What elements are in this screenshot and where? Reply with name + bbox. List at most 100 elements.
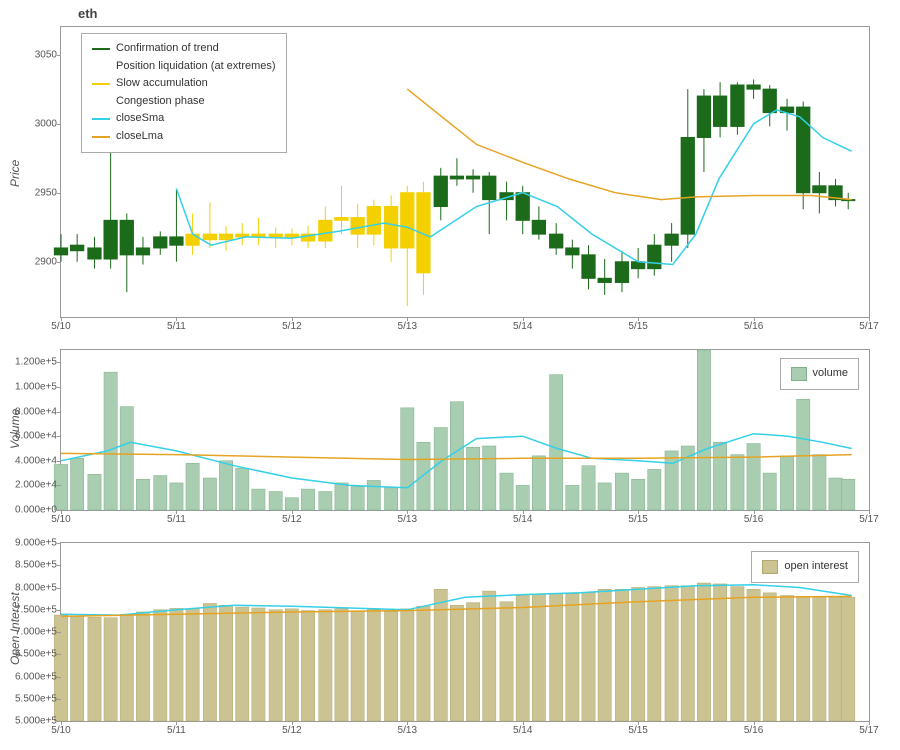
y-tick-label: 2.000e+4 bbox=[15, 480, 57, 491]
volume-bar bbox=[648, 469, 661, 510]
volume-bar bbox=[104, 372, 117, 510]
candle bbox=[203, 234, 216, 240]
oi-bar bbox=[681, 586, 694, 721]
x-tick-label: 5/13 bbox=[398, 321, 417, 332]
candle bbox=[88, 248, 101, 259]
legend-label: Slow accumulation bbox=[116, 75, 208, 93]
volume-bar bbox=[550, 375, 563, 510]
volume-bar bbox=[780, 456, 793, 510]
oi-bar bbox=[186, 609, 199, 721]
candle bbox=[319, 220, 332, 241]
volume-bar bbox=[763, 473, 776, 510]
candle bbox=[466, 176, 479, 179]
oi-bar bbox=[285, 609, 298, 721]
legend-label: Congestion phase bbox=[116, 93, 205, 111]
volume-bar bbox=[466, 447, 479, 510]
close-lma-line bbox=[407, 89, 851, 200]
oi-bar bbox=[269, 610, 282, 721]
volume-bar bbox=[632, 479, 645, 510]
oi-bar bbox=[483, 591, 496, 721]
x-tick-label: 5/15 bbox=[628, 514, 647, 525]
candle bbox=[550, 234, 563, 248]
x-tick-label: 5/12 bbox=[282, 514, 301, 525]
oi-bar bbox=[401, 609, 414, 721]
volume-bar bbox=[319, 492, 332, 510]
y-tick-label: 4.000e+4 bbox=[15, 455, 57, 466]
candle bbox=[136, 248, 149, 255]
oi-bar bbox=[417, 606, 430, 721]
oi-bar bbox=[367, 610, 380, 721]
oi-bar bbox=[797, 596, 810, 721]
candle bbox=[566, 248, 579, 255]
volume-bar bbox=[335, 483, 348, 510]
oi-bar bbox=[203, 604, 216, 721]
candle bbox=[154, 237, 167, 248]
candle bbox=[731, 85, 744, 126]
oi-bar bbox=[697, 583, 710, 721]
y-tick-label: 5.500e+5 bbox=[15, 693, 57, 704]
oi-bar bbox=[842, 597, 855, 721]
candle bbox=[54, 248, 67, 255]
oi-bar bbox=[550, 594, 563, 721]
y-tick-label: 2950 bbox=[35, 187, 57, 198]
volume-bar bbox=[236, 468, 249, 510]
volume-bar bbox=[582, 466, 595, 510]
y-tick-label: 3050 bbox=[35, 49, 57, 60]
candle bbox=[120, 220, 133, 255]
oi-bar bbox=[136, 612, 149, 721]
y-tick-label: 9.000e+5 bbox=[15, 538, 57, 549]
legend-label: open interest bbox=[784, 558, 848, 576]
candle bbox=[648, 245, 661, 268]
y-tick-label: 2900 bbox=[35, 256, 57, 267]
volume-bar bbox=[384, 488, 397, 510]
oi-bar bbox=[731, 587, 744, 721]
oi-bar bbox=[582, 593, 595, 721]
volume-bar bbox=[500, 473, 513, 510]
volume-bar bbox=[154, 476, 167, 510]
oi-bar bbox=[813, 597, 826, 721]
y-tick-label: 6.000e+5 bbox=[15, 671, 57, 682]
volume-bar bbox=[434, 428, 447, 510]
candle bbox=[351, 218, 364, 235]
volume-bar bbox=[516, 485, 529, 510]
volume-bar bbox=[285, 498, 298, 510]
oi-bar bbox=[219, 605, 232, 721]
x-tick-label: 5/16 bbox=[744, 321, 763, 332]
volume-bar bbox=[829, 478, 842, 510]
volume-ylabel: Volume bbox=[8, 409, 22, 449]
chart-title: eth bbox=[78, 6, 98, 21]
candle bbox=[219, 234, 232, 240]
x-tick-label: 5/14 bbox=[513, 514, 532, 525]
legend-label: Position liquidation (at extremes) bbox=[116, 58, 276, 76]
candle bbox=[747, 85, 760, 89]
candle bbox=[713, 96, 726, 126]
oi-bar bbox=[763, 593, 776, 721]
candle bbox=[170, 237, 183, 245]
x-tick-label: 5/13 bbox=[398, 514, 417, 525]
oi-bar bbox=[632, 588, 645, 722]
oi-panel: 5.000e+55.500e+56.000e+56.500e+57.000e+5… bbox=[60, 542, 870, 722]
volume-bar bbox=[186, 463, 199, 510]
oi-ylabel: Open Interest bbox=[8, 592, 22, 665]
oi-bar bbox=[829, 597, 842, 721]
oi-bar bbox=[450, 605, 463, 721]
candle bbox=[516, 193, 529, 221]
oi-bar bbox=[351, 611, 364, 721]
volume-bar bbox=[731, 455, 744, 510]
oi-bar bbox=[648, 587, 661, 721]
x-tick-label: 5/12 bbox=[282, 321, 301, 332]
legend-label: Confirmation of trend bbox=[116, 40, 219, 58]
candle bbox=[763, 89, 776, 112]
oi-bar bbox=[120, 614, 133, 721]
x-tick-label: 5/11 bbox=[167, 514, 186, 525]
oi-bar bbox=[566, 594, 579, 721]
volume-bar bbox=[797, 399, 810, 510]
oi-bar bbox=[500, 602, 513, 721]
candle bbox=[401, 193, 414, 248]
candle bbox=[697, 96, 710, 137]
candle bbox=[269, 234, 282, 237]
x-tick-label: 5/16 bbox=[744, 514, 763, 525]
volume-bar bbox=[71, 458, 84, 510]
x-tick-label: 5/15 bbox=[628, 321, 647, 332]
volume-bar bbox=[842, 479, 855, 510]
